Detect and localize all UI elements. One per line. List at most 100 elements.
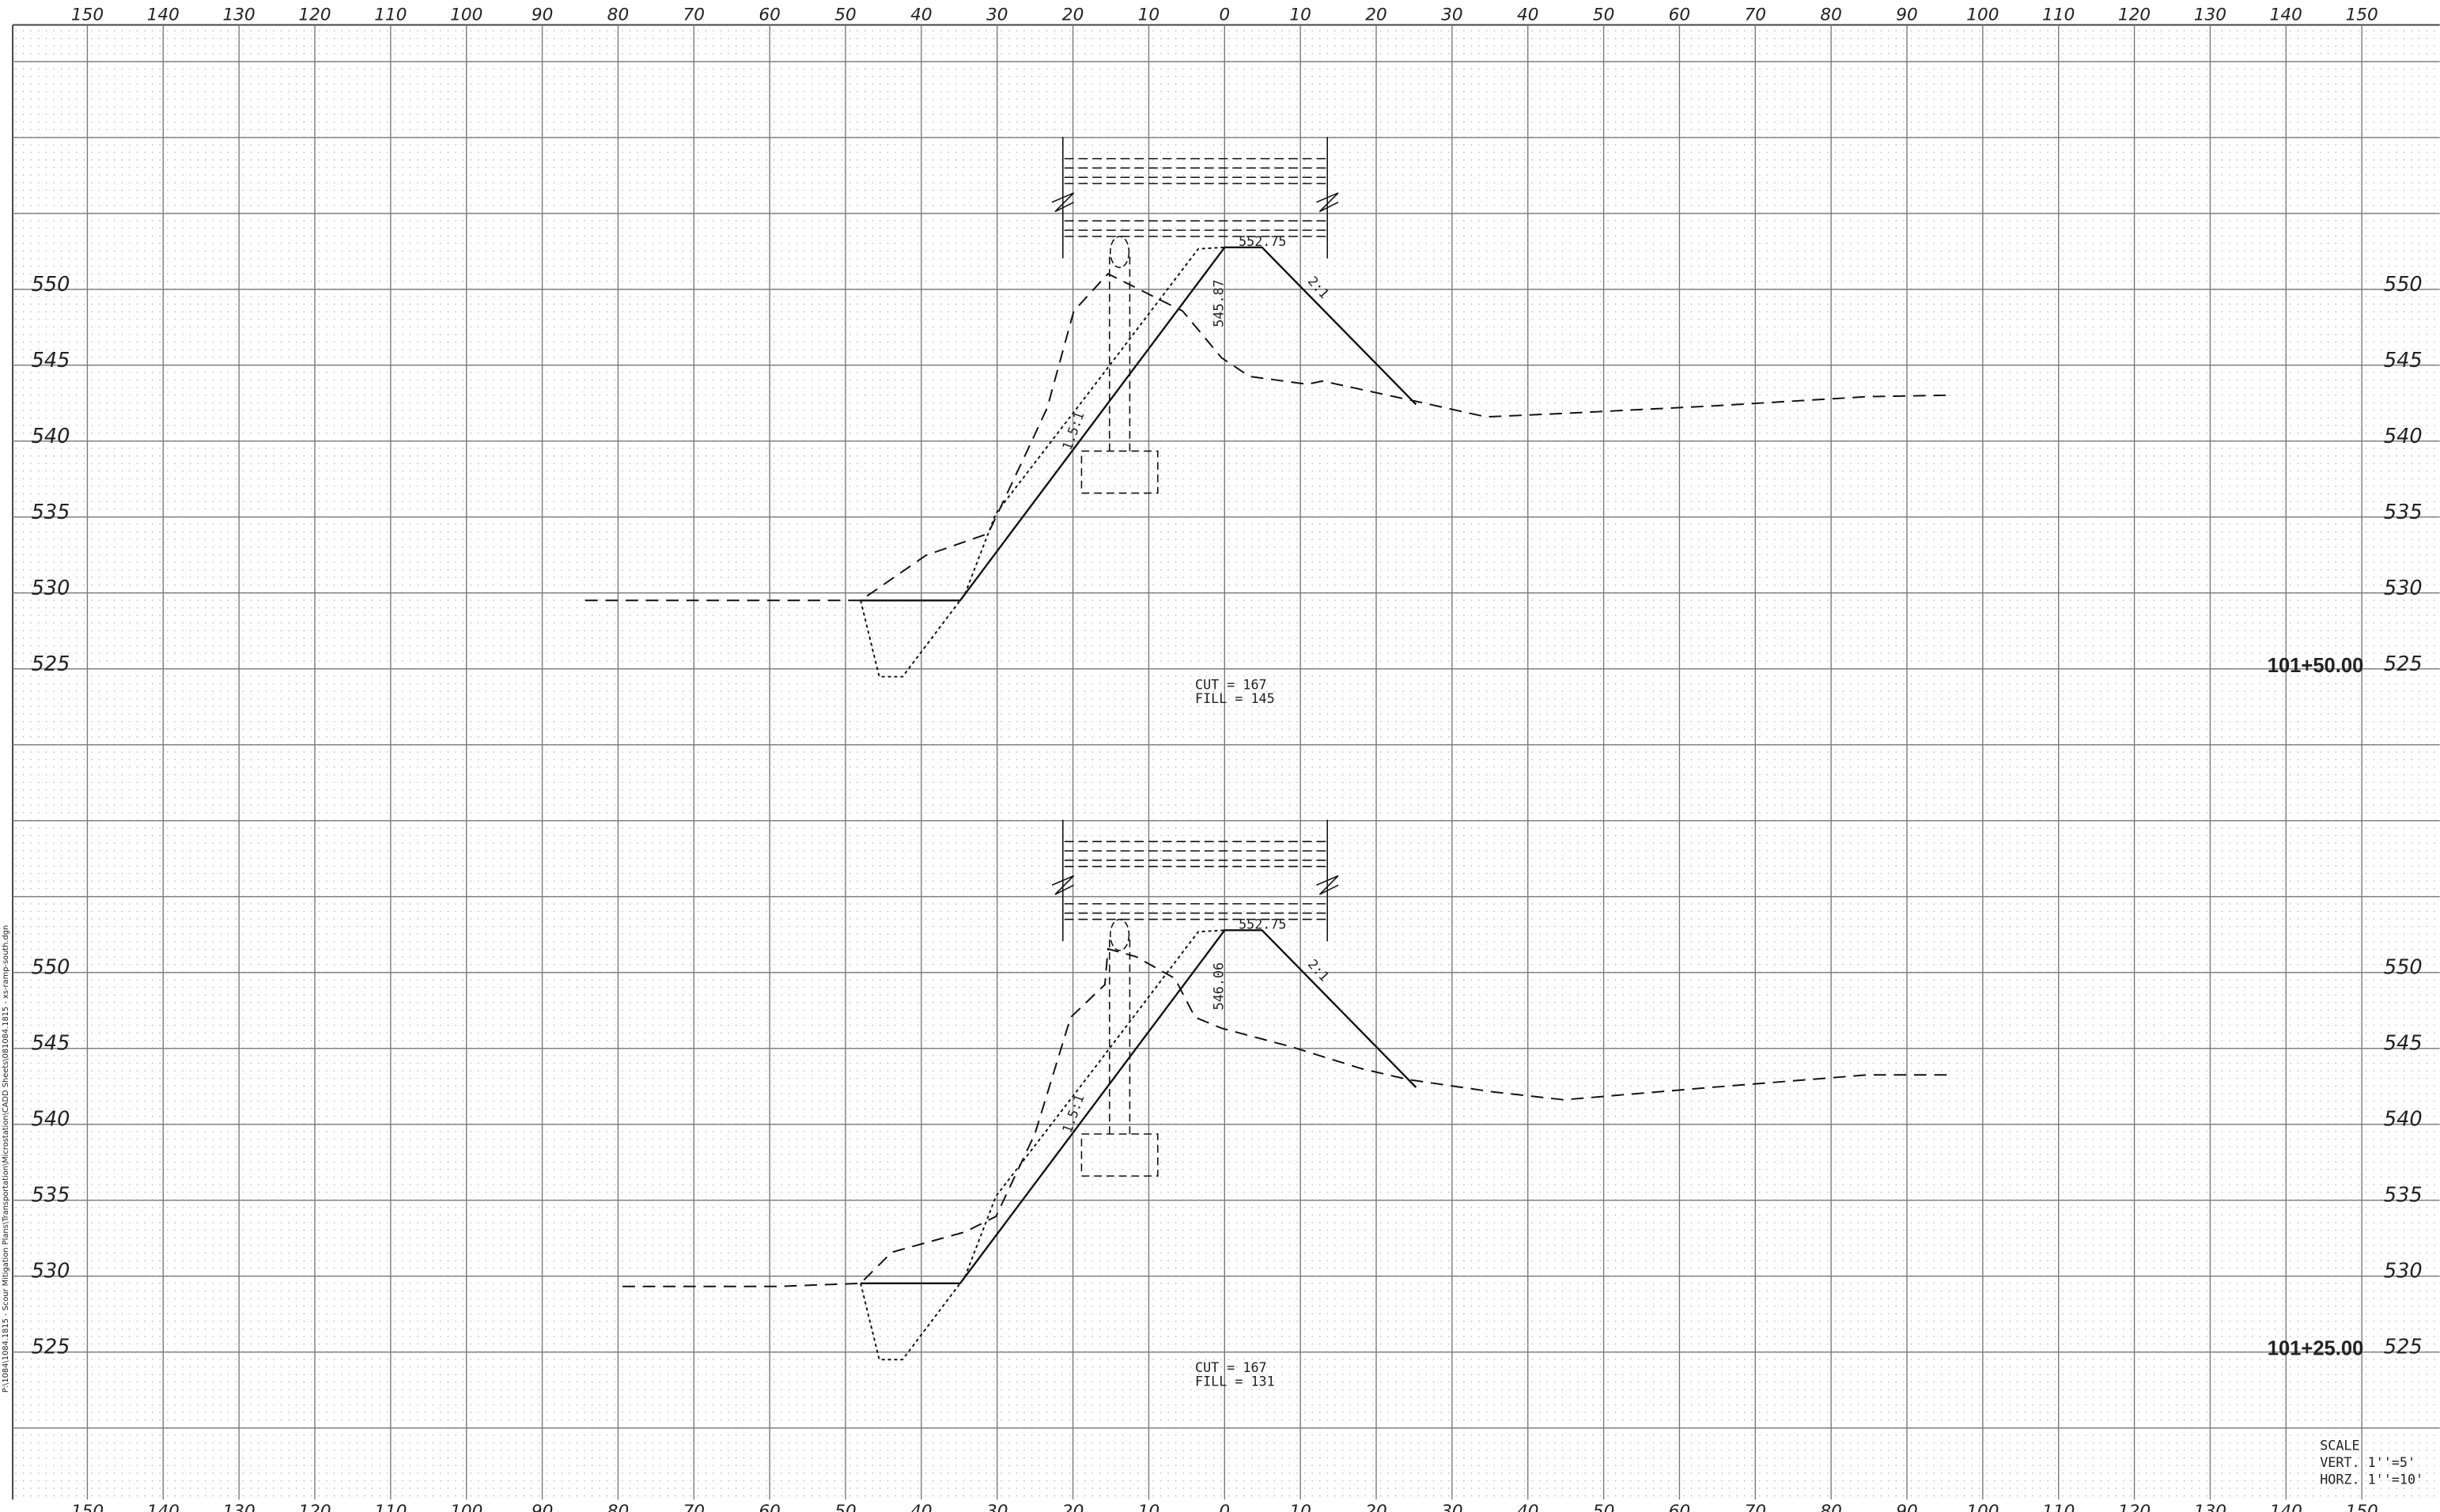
elevation-label-left: 545 (32, 349, 70, 372)
x-axis-label-bottom: 80 (607, 1502, 630, 1512)
x-axis-label-bottom: 100 (450, 1502, 482, 1512)
x-axis-label-top: 30 (1441, 6, 1463, 25)
top-elevation: 552.75 (1239, 233, 1286, 249)
x-axis-label-bottom: 10 (1138, 1502, 1160, 1512)
elevation-label-left: 550 (32, 955, 70, 979)
major-grid (13, 25, 2440, 1500)
proposed-grade (861, 246, 1417, 602)
x-axis-label-top: 140 (147, 6, 180, 25)
x-axis-label-bottom: 60 (758, 1502, 781, 1512)
x-axis-label-top: 30 (986, 6, 1008, 25)
x-axis-label-bottom: 50 (1593, 1502, 1615, 1512)
existing-grade (584, 272, 1954, 602)
elevation-label-left: 540 (32, 425, 70, 448)
x-axis-label-top: 120 (2118, 6, 2151, 25)
x-axis-label-top: 90 (532, 6, 554, 25)
elevation-label-left: 530 (32, 1259, 70, 1283)
station-label: 101+25.00 (2268, 1337, 2364, 1359)
x-axis-label-bottom: 150 (2345, 1502, 2378, 1512)
dotted-grade (860, 929, 1225, 1361)
x-axis-label-top: 150 (71, 6, 104, 25)
x-axis-label-bottom: 20 (1365, 1502, 1387, 1512)
x-axis-label-top: 10 (1138, 6, 1160, 25)
elevation-label-left: 535 (32, 1183, 70, 1207)
x-axis-label-bottom: 10 (1289, 1502, 1311, 1512)
x-axis-label-top: 60 (758, 6, 781, 25)
minor-grid (13, 25, 2440, 1500)
x-axis-label-bottom: 110 (374, 1502, 407, 1512)
proposed-grade (861, 929, 1417, 1285)
x-axis-label-bottom: 100 (1966, 1502, 1999, 1512)
x-axis-label-top: 70 (1745, 6, 1767, 25)
elevation-label-left: 550 (32, 273, 70, 297)
x-axis-label-bottom: 70 (1745, 1502, 1767, 1512)
x-axis-label-top: 10 (1289, 6, 1311, 25)
station-label: 101+50.00 (2268, 655, 2364, 677)
x-axis-label-bottom: 130 (223, 1502, 255, 1512)
x-axis-label-bottom: 90 (532, 1502, 554, 1512)
x-axis-label-top: 130 (223, 6, 255, 25)
x-axis-label-top: 100 (450, 6, 482, 25)
break-mark (1051, 875, 1075, 895)
cut-volume: CUT = 167 (1195, 676, 1267, 692)
elevation-label-right: 535 (2384, 501, 2423, 524)
elevation-label-right: 525 (2384, 652, 2423, 676)
x-axis-label-bottom: 70 (683, 1502, 706, 1512)
x-axis-label-bottom: 120 (298, 1502, 331, 1512)
pier-cap (1110, 236, 1130, 269)
x-axis-label-top: 0 (1219, 6, 1230, 25)
x-axis-label-bottom: 120 (2118, 1502, 2151, 1512)
break-mark (1316, 192, 1339, 213)
scale-horz: HORZ. 1''=10' (2320, 1472, 2423, 1487)
x-axis-label-top: 70 (683, 6, 706, 25)
cut-volume: CUT = 167 (1195, 1359, 1267, 1375)
x-axis-label-top: 110 (2042, 6, 2075, 25)
toe-elevation: 545.87 (1210, 279, 1226, 327)
fill-volume: FILL = 131 (1195, 1374, 1275, 1389)
x-axis-label-bottom: 140 (147, 1502, 180, 1512)
x-axis-label-bottom: 20 (1062, 1502, 1084, 1512)
x-axis-label-top: 130 (2194, 6, 2226, 25)
file-path: P:\1084\1084.1815 - Scour Mitigation Pla… (2, 925, 10, 1393)
scale-vert: VERT. 1''=5' (2320, 1454, 2415, 1470)
x-axis-label-top: 60 (1669, 6, 1691, 25)
x-axis-label-top: 80 (607, 6, 630, 25)
x-axis-label-bottom: 110 (2042, 1502, 2075, 1512)
elevation-label-right: 550 (2384, 273, 2423, 297)
elevation-label-right: 525 (2384, 1335, 2423, 1359)
x-axis-label-bottom: 40 (1517, 1502, 1539, 1512)
pier-footing (1080, 450, 1159, 494)
elevation-label-left: 540 (32, 1107, 70, 1131)
scale-title: SCALE (2320, 1437, 2359, 1453)
x-axis-label-top: 50 (1593, 6, 1615, 25)
x-axis-label-top: 120 (298, 6, 331, 25)
x-axis-label-bottom: 30 (986, 1502, 1008, 1512)
elevation-label-right: 540 (2384, 425, 2423, 448)
x-axis-label-top: 80 (1820, 6, 1842, 25)
x-axis-label-bottom: 90 (1896, 1502, 1918, 1512)
x-axis-label-top: 150 (2345, 6, 2378, 25)
x-axis-label-bottom: 140 (2270, 1502, 2302, 1512)
elevation-label-right: 545 (2384, 1031, 2423, 1055)
break-mark (1316, 875, 1339, 895)
x-axis-label-bottom: 80 (1820, 1502, 1842, 1512)
top-elevation: 552.75 (1239, 916, 1286, 932)
x-axis-label-bottom: 30 (1441, 1502, 1463, 1512)
x-axis-label-bottom: 60 (1669, 1502, 1691, 1512)
x-axis-label-top: 40 (1517, 6, 1539, 25)
elevation-label-left: 525 (32, 1335, 70, 1359)
x-axis-label-bottom: 0 (1219, 1502, 1230, 1512)
elevation-label-left: 535 (32, 501, 70, 524)
x-axis-label-top: 20 (1365, 6, 1387, 25)
x-axis-label-top: 40 (910, 6, 932, 25)
elevation-label-right: 530 (2384, 1259, 2423, 1283)
break-mark (1051, 192, 1075, 213)
elevation-label-left: 545 (32, 1031, 70, 1055)
elevation-label-right: 545 (2384, 349, 2423, 372)
elevation-label-right: 540 (2384, 1107, 2423, 1131)
x-axis-label-top: 50 (834, 6, 857, 25)
toe-elevation: 546.06 (1210, 962, 1226, 1010)
elevation-label-right: 550 (2384, 955, 2423, 979)
dotted-grade (860, 246, 1225, 678)
